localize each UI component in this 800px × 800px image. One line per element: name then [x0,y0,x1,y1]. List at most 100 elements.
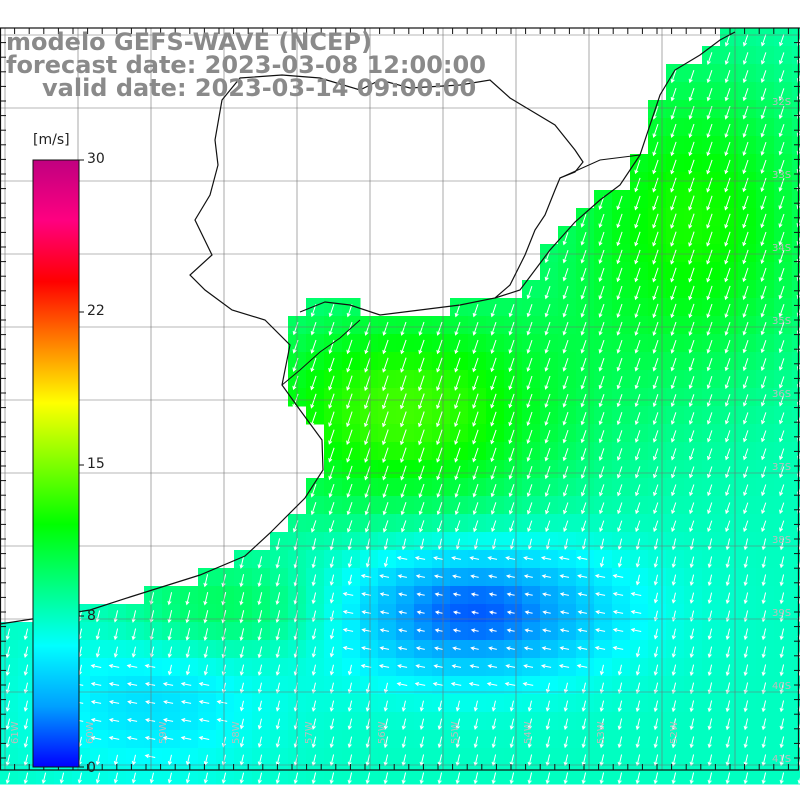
wind-arrow [310,339,317,354]
wind-arrow [418,411,425,428]
wind-arrow [23,646,29,659]
wind-arrow [95,646,100,658]
wind-arrow [397,646,408,651]
wind-arrow [595,628,606,633]
wind-arrow [652,195,659,211]
wind-arrow [616,321,623,336]
wind-arrow [504,682,516,687]
wind-cell [792,658,800,677]
wind-arrow [527,772,533,785]
wind-arrow [594,574,606,579]
wind-arrow [347,700,353,712]
wind-arrow [635,466,641,479]
wind-arrow [598,303,605,318]
wind-arrow [598,321,605,336]
wind-arrow [415,664,426,669]
wind-arrow [761,664,767,677]
wind-arrow [347,574,352,586]
wind-arrow [522,682,534,687]
wind-arrow [365,772,371,785]
wind-arrow [508,321,515,336]
wind-arrow [599,520,605,533]
wind-arrow [688,87,695,102]
wind-arrow [743,412,749,425]
wind-arrow [95,628,101,641]
wind-arrow [472,321,479,336]
wind-cell [792,478,800,497]
wind-arrow [707,520,713,533]
wind-arrow [742,195,749,211]
wind-arrow [540,664,552,669]
wind-arrow [706,376,713,390]
wind-arrow [688,358,695,372]
wind-arrow [382,483,389,498]
wind-vector-arrows [5,34,800,785]
wind-arrow [689,556,695,569]
wind-arrow [329,772,335,785]
wind-arrow [562,429,569,444]
wind-arrow [506,610,515,615]
wind-arrow [724,285,731,301]
wind-arrow [779,484,785,497]
wind-arrow [5,628,11,641]
wind-arrow [416,610,425,615]
colorbar-unit: [m/s] [33,132,70,148]
wind-arrow [198,700,210,705]
wind-arrow [743,538,749,551]
wind-arrow [239,574,245,588]
wind-arrow [580,249,587,264]
wind-arrow [382,375,389,392]
wind-cell [792,424,800,443]
wind-arrow [616,466,623,479]
wind-arrow [612,592,624,597]
wind-arrow [707,502,713,515]
wind-arrow [743,664,749,677]
wind-arrow [275,664,281,676]
wind-arrow [418,357,425,373]
wind-cell [792,712,800,731]
model-title: modelo GEFS-WAVE (NCEP) [6,28,372,56]
wind-arrow [185,754,190,766]
wind-arrow [167,772,172,784]
wind-arrow [329,718,335,731]
wind-arrow [760,249,767,265]
wind-arrow [419,700,424,712]
wind-arrow [742,177,749,193]
wind-arrow [455,520,461,533]
wind-arrow [185,610,191,624]
wind-arrow [778,124,785,138]
wind-arrow [310,321,317,336]
wind-arrow [761,448,767,461]
wind-arrow [418,375,425,392]
wind-arrow [743,556,749,569]
wind-arrow [239,736,244,748]
wind-arrow [688,412,695,425]
wind-arrow [779,34,785,47]
wind-arrow [524,610,533,615]
wind-arrow [108,700,120,705]
wind-arrow [418,339,425,355]
wind-arrow [185,592,191,606]
wind-arrow [544,411,551,426]
wind-arrow [635,718,641,731]
wind-arrow [472,304,479,318]
lat-label: 36S [772,389,792,400]
wind-arrow [617,700,623,713]
wind-arrow [310,502,317,516]
wind-arrow [581,736,587,749]
wind-arrow [599,682,604,694]
wind-arrow [329,736,335,749]
wind-cell [792,460,800,479]
wind-arrow [778,376,785,389]
wind-arrow [198,718,210,723]
wind-arrow [509,772,515,785]
wind-arrow [90,664,102,669]
wind-arrow [473,772,479,785]
wind-arrow [671,628,676,640]
wind-cell [792,694,800,713]
wind-arrow [599,736,605,749]
wind-arrow [761,700,767,713]
wind-arrow [275,682,280,694]
wind-arrow [342,592,354,597]
wind-cell [792,568,800,587]
